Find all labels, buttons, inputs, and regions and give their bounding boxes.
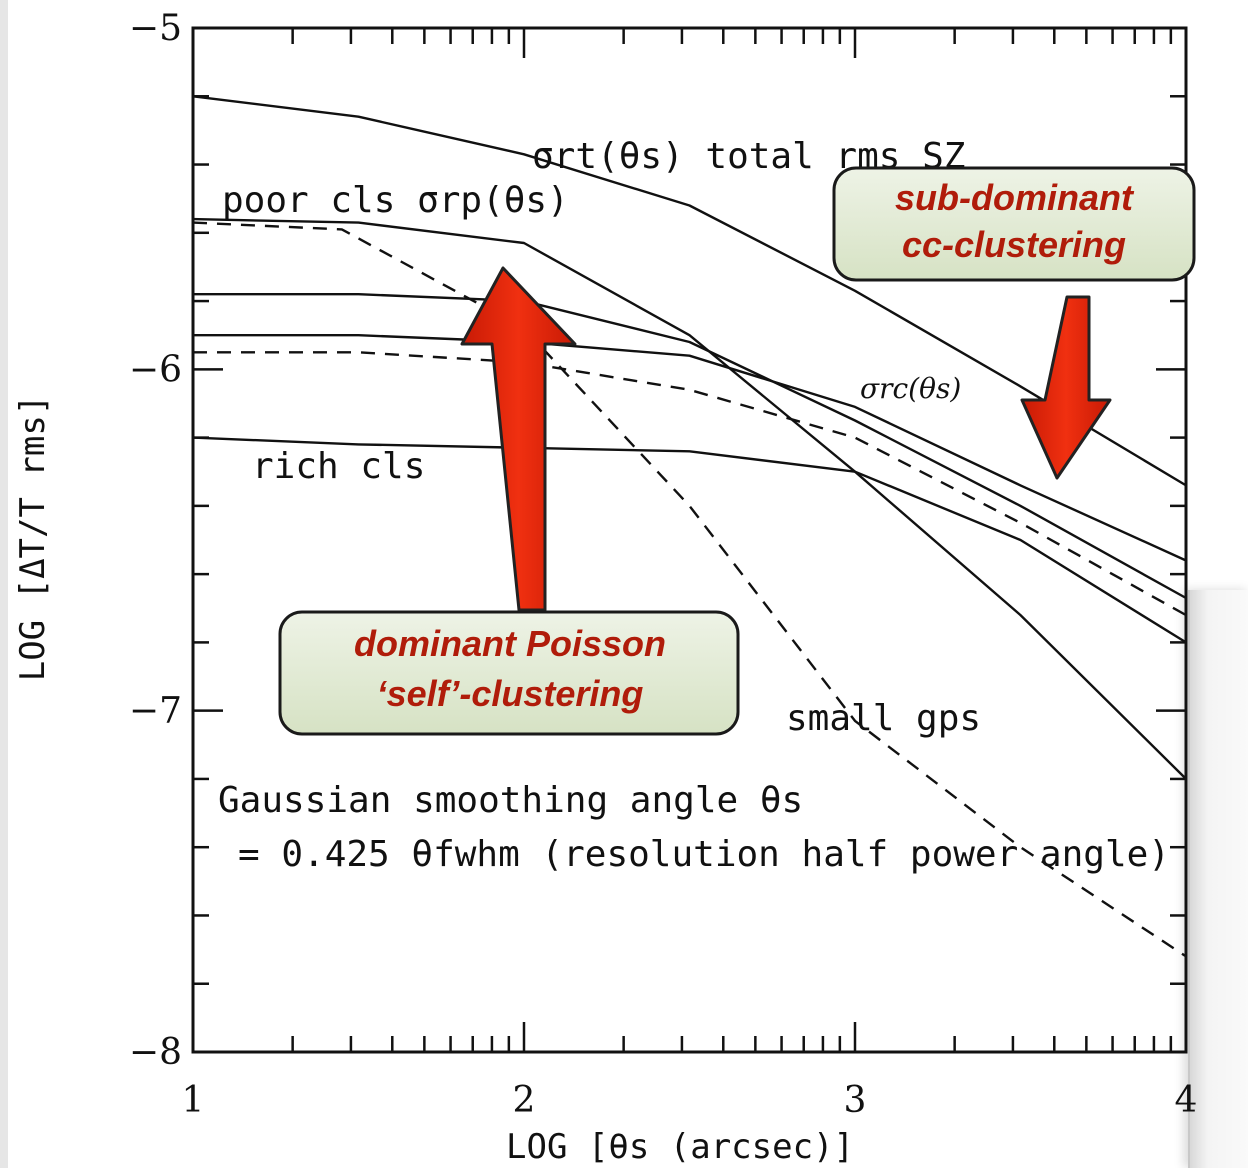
callout-text: dominant Poisson [354, 623, 666, 664]
callout-box [832, 166, 1196, 282]
series-label-rich-cls: rich cls [252, 446, 425, 487]
annotation-resolution: = 0.425 θfwhm (resolution half power ang… [238, 834, 1170, 875]
overlapping-page-edge [1188, 590, 1248, 1168]
series-line-1 [192, 217, 1187, 780]
x-tick-label: 1 [182, 1080, 205, 1121]
series-line-4 [193, 334, 1187, 562]
y-tick-label: −8 [129, 1032, 182, 1073]
x-tick-label: 2 [513, 1080, 536, 1121]
callout-dominant-poisson: dominant Poisson ‘self’-clustering [278, 610, 740, 736]
up-arrow [460, 266, 577, 612]
callout-text: sub-dominant [895, 177, 1135, 218]
series-line-2 [192, 221, 1187, 958]
plot-frame [191, 26, 1188, 1054]
series-line-3 [193, 293, 1187, 600]
x-tick-label: 3 [844, 1080, 867, 1121]
callout-text: ‘self’-clustering [377, 673, 644, 714]
y-tick-label: −7 [129, 691, 182, 732]
x-axis-title: LOG [θs (arcsec)] [506, 1127, 854, 1167]
callout-text: cc-clustering [902, 224, 1126, 265]
y-tick-labels: −5 −6 −7 −8 [129, 8, 182, 1073]
series-label-sigma-rc: σrc(θs) [860, 372, 961, 405]
callout-sub-dominant: sub-dominant cc-clustering [832, 166, 1196, 282]
callout-box [278, 610, 740, 736]
series-line-0 [192, 95, 1187, 487]
y-tick-label: −5 [129, 8, 182, 49]
scan-left-edge [0, 0, 8, 1168]
down-arrow [1020, 295, 1112, 480]
x-tick-labels: 1 2 3 4 [182, 1080, 1198, 1121]
series-line-6 [192, 436, 1187, 644]
series-layer [192, 95, 1187, 958]
x-tick-label: 4 [1175, 1080, 1198, 1121]
series-label-poor-cls: poor cls σrp(θs) [222, 180, 569, 221]
annotation-small-gps: small gps [786, 698, 981, 739]
y-axis-title: LOG [ΔT/T rms] [13, 395, 53, 682]
annotation-gaussian: Gaussian smoothing angle θs [218, 780, 803, 821]
y-tick-label: −6 [129, 349, 182, 390]
axis-ticks [193, 28, 1186, 1052]
